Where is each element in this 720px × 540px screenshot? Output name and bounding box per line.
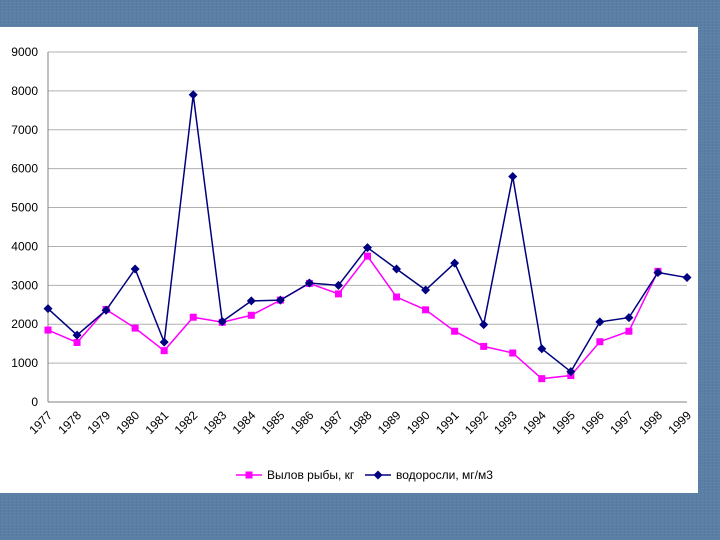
data-point [363, 243, 372, 253]
y-tick-label: 2000 [11, 317, 38, 331]
y-tick-label: 5000 [11, 201, 38, 215]
series-line [47, 254, 659, 380]
series-group [43, 90, 692, 383]
x-tick-label: 1979 [84, 408, 113, 437]
data-point [160, 347, 168, 355]
x-tick-label: 1993 [491, 408, 520, 437]
series-line [47, 94, 688, 373]
data-point [422, 306, 430, 314]
data-point [392, 264, 402, 274]
data-point [566, 367, 576, 377]
data-point [159, 337, 169, 347]
data-point [624, 313, 634, 323]
x-tick-label: 1980 [113, 408, 142, 437]
data-point [43, 304, 53, 314]
data-point [421, 285, 431, 295]
legend-label: Вылов рыбы, кг [267, 468, 355, 482]
y-axis-tick-labels: 0 1000 2000 3000 4000 5000 6000 7000 8000 9000 [11, 45, 38, 409]
x-tick-label: 1985 [259, 408, 288, 437]
x-tick-label: 1978 [55, 408, 84, 437]
data-point [537, 344, 547, 354]
x-tick-label: 1987 [317, 408, 346, 437]
data-point [450, 258, 460, 268]
data-point [188, 90, 198, 100]
data-point [595, 317, 605, 327]
series-2 [43, 90, 692, 377]
x-tick-label: 1982 [172, 408, 201, 437]
legend: Вылов рыбы, кг водоросли, мг/м3 [236, 468, 493, 482]
data-point [334, 290, 342, 298]
data-point [247, 311, 255, 319]
legend-label: водоросли, мг/м3 [396, 468, 493, 482]
legend-marker [373, 470, 383, 480]
data-point [73, 339, 81, 346]
x-tick-label: 1989 [375, 408, 404, 437]
data-point [246, 296, 256, 306]
y-tick-label: 8000 [11, 84, 38, 98]
y-tick-label: 4000 [11, 239, 38, 253]
data-point [364, 252, 371, 260]
data-point [275, 295, 285, 305]
x-tick-label: 1998 [636, 408, 665, 437]
x-tick-label: 1984 [230, 408, 259, 437]
data-point [538, 375, 546, 383]
y-tick-label: 1000 [11, 356, 38, 370]
legend-item: водоросли, мг/м3 [365, 468, 493, 482]
data-point [451, 327, 459, 335]
data-point [304, 278, 314, 288]
y-tick-label: 9000 [11, 45, 38, 59]
data-point [480, 342, 488, 350]
gridlines [47, 51, 687, 403]
x-tick-label: 1991 [433, 408, 462, 437]
x-tick-label: 1981 [143, 408, 172, 437]
x-tick-label: 1995 [549, 408, 578, 437]
data-point [653, 268, 663, 277]
x-tick-label: 1994 [520, 408, 549, 437]
legend-item: Вылов рыбы, кг [236, 468, 355, 482]
data-point [333, 280, 343, 290]
y-tick-label: 6000 [11, 162, 38, 176]
x-tick-label: 1983 [201, 408, 230, 437]
data-point [189, 313, 197, 321]
y-tick-label: 7000 [11, 123, 38, 137]
data-point [72, 330, 82, 340]
data-point [625, 327, 633, 335]
data-point [508, 171, 518, 181]
slide-panel [0, 27, 698, 493]
x-tick-label: 1996 [578, 408, 607, 437]
y-tick-label: 3000 [11, 278, 38, 292]
y-tick-label: 0 [31, 395, 38, 409]
data-point [130, 264, 140, 274]
x-tick-label: 1997 [607, 408, 636, 437]
data-point [101, 305, 111, 315]
x-tick-label: 1988 [346, 408, 375, 437]
data-point [44, 326, 52, 334]
data-point [509, 349, 517, 357]
data-point [131, 324, 139, 332]
x-tick-label: 1992 [462, 408, 491, 437]
x-tick-label: 1977 [26, 408, 55, 437]
x-axis-tick-labels: 1977 1978 1979 1980 1981 1982 1983 1984 1985 1986… [26, 408, 694, 437]
data-point [393, 293, 401, 301]
data-point [479, 320, 489, 330]
data-point [596, 338, 604, 346]
data-point [217, 317, 227, 326]
legend-marker [245, 471, 253, 479]
data-point [682, 273, 692, 283]
x-tick-label: 1990 [404, 408, 433, 437]
x-tick-label: 1999 [665, 408, 694, 437]
x-tick-label: 1986 [288, 408, 317, 437]
